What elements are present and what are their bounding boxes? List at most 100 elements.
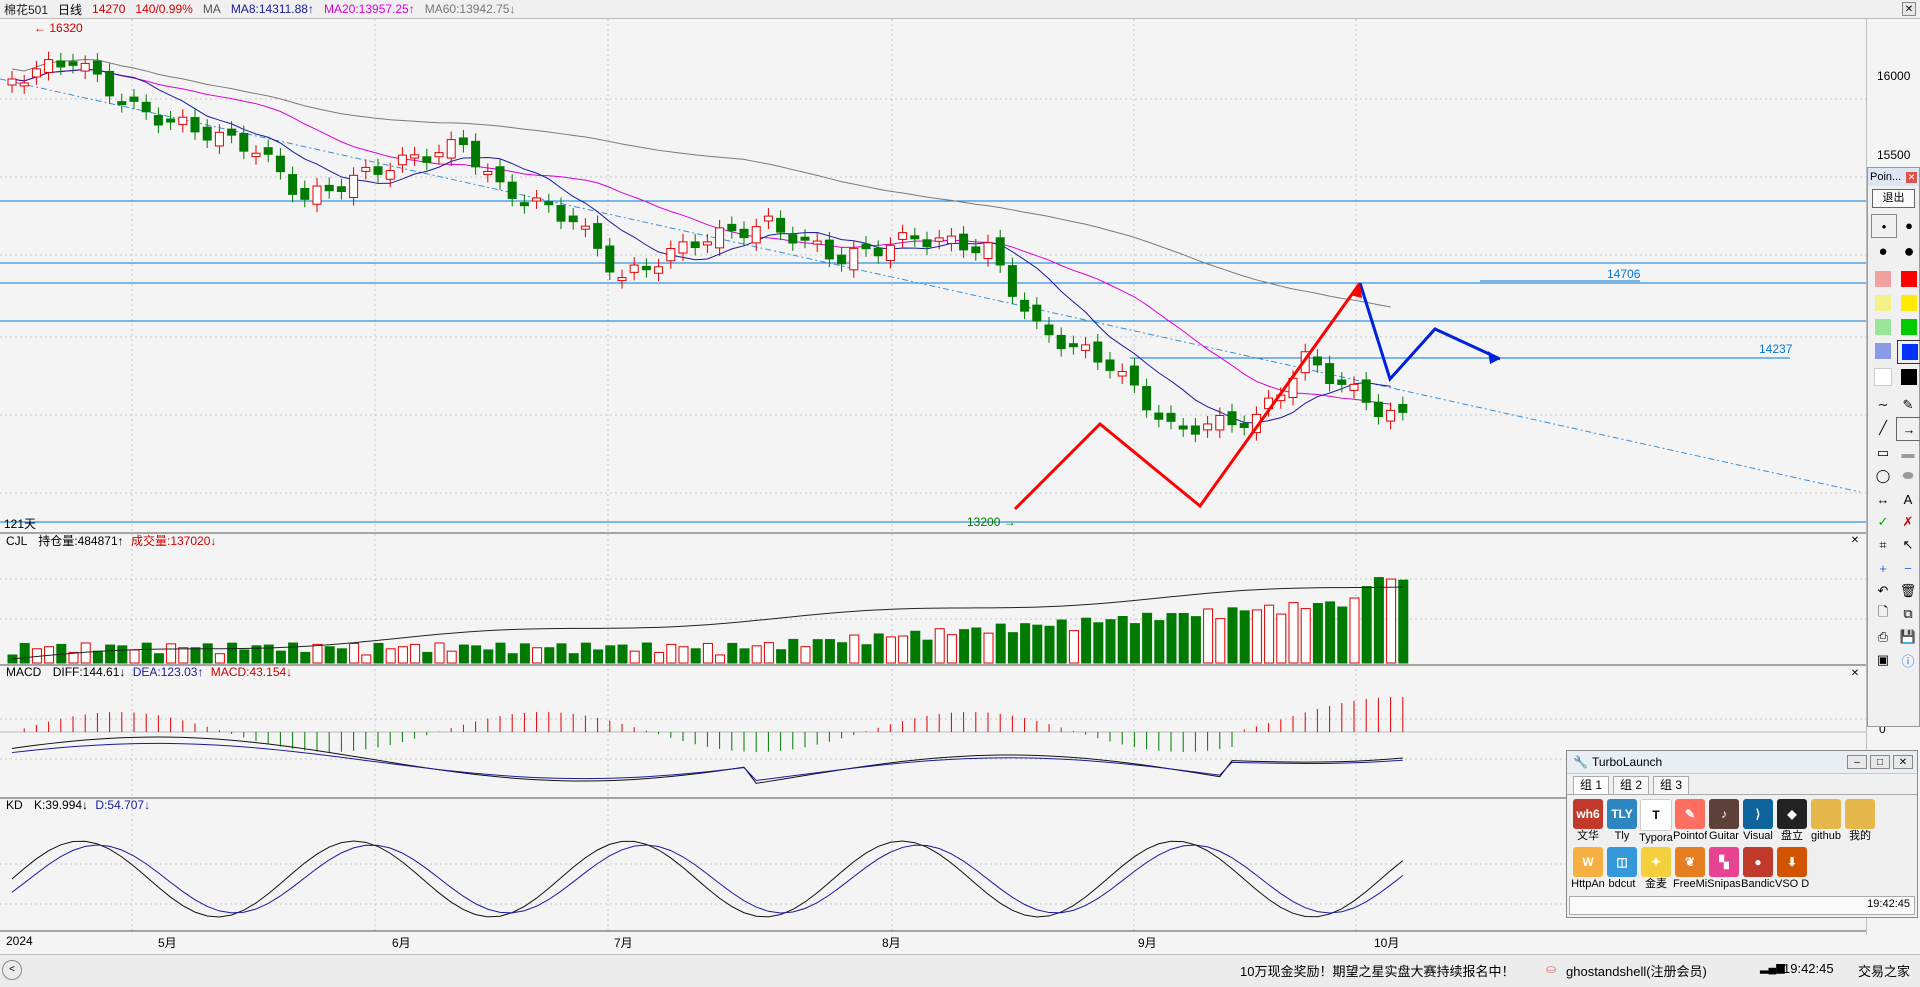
folder-icon (1845, 799, 1875, 829)
line-icon[interactable]: ╱ (1879, 420, 1887, 435)
pointofix-exit-button[interactable]: 退出 (1872, 189, 1915, 208)
candle-body (1032, 304, 1042, 322)
time-axis-label: 9月 (1138, 936, 1157, 950)
color-yellow-swatch[interactable] (1897, 292, 1920, 314)
tab-group-1[interactable]: 组 1 (1573, 776, 1610, 794)
volume-bar (117, 645, 128, 664)
zoom-out-icon[interactable]: − (1904, 560, 1912, 576)
candle-body (971, 246, 981, 254)
color-blue-swatch[interactable] (1897, 340, 1920, 364)
arrow-icon[interactable]: → (1896, 417, 1920, 441)
launcher-app[interactable]: W HttpAn (1571, 847, 1605, 895)
price-change: 140/0.99% (135, 2, 193, 16)
close-button[interactable]: ✕ (1893, 755, 1913, 769)
candle-body (1117, 370, 1127, 377)
maximize-button[interactable]: □ (1870, 755, 1890, 769)
screen-icon[interactable]: ▣ (1876, 652, 1890, 667)
launcher-app[interactable]: T Typora (1639, 799, 1673, 847)
candle-body (678, 241, 688, 254)
typora-icon: T (1640, 799, 1672, 831)
double-arrow-icon[interactable]: ↔ (1876, 491, 1890, 507)
scroll-back-icon[interactable]: < (2, 960, 22, 980)
save-icon[interactable]: 💾 (1899, 629, 1917, 644)
xlarge-dot-icon[interactable]: ● (1903, 240, 1915, 261)
volume-indicator-name[interactable]: CJL (6, 534, 27, 548)
launcher-app[interactable]: ◆ 盘立 (1775, 799, 1809, 847)
highlighter-icon[interactable]: ✎ (1902, 397, 1914, 412)
color-black-swatch[interactable] (1897, 366, 1920, 388)
launcher-app[interactable]: ● Bandic (1741, 847, 1775, 895)
info-icon[interactable]: ⓘ (1901, 653, 1915, 669)
minimize-button[interactable]: – (1847, 755, 1867, 769)
candle-body (190, 117, 200, 133)
color-red-swatch[interactable] (1897, 268, 1920, 290)
candle-body (1300, 351, 1310, 374)
volume-bar (666, 643, 677, 664)
volume-bar (1349, 597, 1360, 664)
crop-icon[interactable]: ⌗ (1879, 537, 1887, 552)
launcher-app[interactable]: ▚ Snipas (1707, 847, 1741, 895)
volume-bar (458, 644, 469, 664)
color-green-swatch[interactable] (1897, 316, 1920, 338)
color-white-swatch[interactable] (1871, 366, 1895, 388)
pointofix-close-icon[interactable]: ✕ (1906, 171, 1917, 183)
tab-group-3[interactable]: 组 3 (1653, 776, 1690, 794)
rectangle-icon[interactable]: ▭ (1876, 445, 1890, 460)
color-red-light-swatch[interactable] (1871, 268, 1895, 290)
candle-body (446, 139, 456, 159)
medium-dot-icon[interactable]: ● (1905, 217, 1913, 233)
launcher-app[interactable]: ♪ Guitar (1707, 799, 1741, 847)
confirm-icon[interactable]: ✓ (1877, 514, 1889, 529)
color-blue-light-swatch[interactable] (1871, 340, 1895, 362)
pointer-icon[interactable]: ↖ (1902, 537, 1914, 552)
small-dot-icon[interactable]: • (1871, 214, 1897, 238)
volume-bar (1398, 579, 1409, 664)
cancel-icon[interactable]: ✗ (1902, 514, 1914, 529)
undo-icon[interactable]: ↶ (1877, 583, 1889, 598)
copy-icon[interactable]: ⧉ (1903, 606, 1913, 621)
launcher-app[interactable]: ⟩ Visual (1741, 799, 1775, 847)
user-name[interactable]: ghostandshell(注册会员) (1566, 964, 1707, 979)
launcher-app[interactable]: ⬇ VSO D (1775, 847, 1809, 895)
close-volume-pane-button[interactable]: ✕ (1850, 535, 1860, 546)
news-ticker[interactable]: 10万现金奖励！期望之星实盘大赛持续报名中！ (1240, 964, 1515, 979)
blue-arrow-path (1358, 282, 1501, 382)
launcher-app[interactable]: TLY Tly (1605, 799, 1639, 847)
diff-value: DIFF:144.61↓ (52, 665, 126, 679)
ellipse-icon[interactable]: ◯ (1875, 468, 1891, 483)
text-icon[interactable]: A (1903, 491, 1913, 507)
period-selector[interactable]: 日线 (58, 2, 83, 17)
symbol-label[interactable]: 棉花501 (4, 2, 49, 17)
large-dot-icon[interactable]: ● (1878, 242, 1888, 260)
volume-bar (361, 654, 372, 664)
trash-icon[interactable]: 🗑 (1899, 583, 1917, 598)
color-green-light-swatch[interactable] (1871, 316, 1895, 338)
zoom-in-icon[interactable]: + (1879, 560, 1887, 576)
launcher-app[interactable]: ◫ bdcut (1605, 847, 1639, 895)
macd-indicator-name[interactable]: MACD (6, 665, 42, 679)
launcher-app[interactable]: ❦ FreeMi (1673, 847, 1707, 895)
launcher-app[interactable]: wh6 文华 (1571, 799, 1605, 847)
close-chart-button[interactable]: ✕ (1902, 2, 1916, 16)
launcher-app[interactable]: 我的 (1843, 799, 1877, 847)
candle-body (507, 181, 517, 199)
status-bar: < 10万现金奖励！期望之星实盘大赛持续报名中！ ⛀ ghostandshell… (0, 954, 1920, 987)
kd-indicator-name[interactable]: KD (6, 798, 23, 812)
ma-selector[interactable]: MA (202, 2, 221, 16)
new-page-icon[interactable]: 🗋 (1877, 604, 1889, 619)
launcher-app[interactable]: ✦ 金麦 (1639, 847, 1673, 895)
freehand-icon[interactable]: ∼ (1877, 397, 1889, 412)
kline-chart[interactable] (0, 19, 1866, 935)
launcher-app[interactable]: ✎ Pointof (1673, 799, 1707, 847)
volume-bar (495, 642, 506, 664)
close-macd-pane-button[interactable]: ✕ (1850, 668, 1860, 679)
filled-ellipse-icon[interactable]: ⬬ (1902, 468, 1914, 483)
turbolaunch-titlebar[interactable]: 🔧 TurboLaunch – □ ✕ (1567, 751, 1917, 774)
color-yellow-light-swatch[interactable] (1871, 292, 1895, 314)
print-icon[interactable]: ⎙ (1877, 629, 1889, 644)
tab-group-2[interactable]: 组 2 (1613, 776, 1650, 794)
volume-bar (751, 645, 762, 664)
filled-rectangle-icon[interactable]: ▬ (1901, 445, 1915, 461)
launcher-app[interactable]: github (1809, 799, 1843, 847)
volume-bar (1239, 610, 1250, 664)
